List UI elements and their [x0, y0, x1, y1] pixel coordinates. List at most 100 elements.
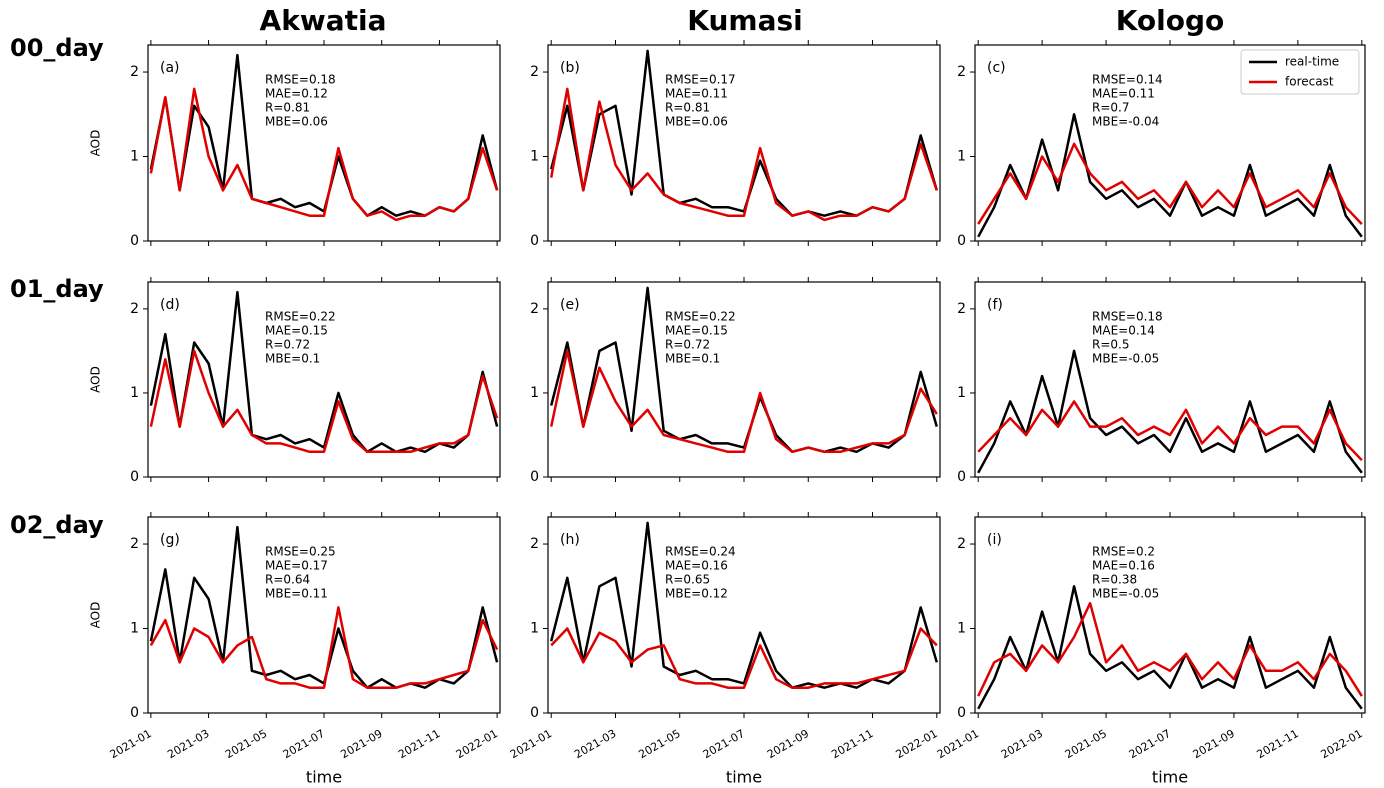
- axes-frame: [974, 281, 1366, 478]
- panel-label: (a): [160, 60, 180, 76]
- stat-annotation: RMSE=0.2: [1092, 545, 1155, 559]
- y-tick-label: 0: [130, 469, 139, 485]
- stat-annotation: MAE=0.17: [265, 559, 328, 573]
- x-tick-label: 2021-05: [1063, 727, 1109, 761]
- stat-annotation: MBE=0.1: [665, 352, 720, 366]
- stat-annotation: R=0.81: [265, 101, 310, 115]
- column-title: Akwatia: [260, 4, 387, 37]
- series-line: [550, 627, 938, 689]
- y-tick-label: 2: [530, 536, 539, 552]
- series-line: [977, 349, 1363, 474]
- panel-label: (c): [987, 60, 1006, 76]
- stat-annotation: MAE=0.11: [1092, 87, 1155, 101]
- y-tick-label: 1: [957, 385, 966, 401]
- stat-annotation: RMSE=0.17: [665, 73, 736, 87]
- stat-annotation: RMSE=0.25: [265, 545, 336, 559]
- x-tick-label: 2021-07: [701, 727, 747, 761]
- x-tick-label: 2022-01: [893, 727, 939, 761]
- y-axis-label: AOD: [89, 602, 103, 629]
- series-line: [549, 521, 938, 689]
- series-line: [977, 585, 1363, 710]
- stat-annotation: RMSE=0.24: [665, 545, 736, 559]
- stat-annotation: RMSE=0.14: [1092, 73, 1163, 87]
- series-line: [977, 142, 1363, 225]
- stat-annotation: MBE=0.1: [265, 352, 320, 366]
- y-tick-label: 2: [957, 536, 966, 552]
- x-tick-label: 2021-09: [338, 727, 384, 761]
- series-line: [149, 606, 499, 689]
- stat-annotation: RMSE=0.22: [265, 310, 336, 324]
- y-tick-label: 0: [530, 705, 539, 721]
- stat-annotation: R=0.38: [1092, 573, 1137, 587]
- y-tick-label: 2: [957, 301, 966, 317]
- x-tick-label: 2021-11: [1255, 727, 1301, 761]
- x-tick-label: 2021-11: [396, 727, 442, 761]
- y-tick-label: 1: [130, 385, 139, 401]
- stat-annotation: MAE=0.16: [1092, 559, 1155, 573]
- panel-label: (f): [987, 297, 1003, 313]
- y-tick-label: 2: [530, 64, 539, 80]
- x-tick-label: 2021-09: [765, 727, 811, 761]
- series-line: [549, 286, 938, 454]
- series-line: [549, 349, 938, 454]
- axes-frame: [974, 516, 1366, 714]
- x-tick-label: 2021-01: [508, 727, 554, 761]
- y-tick-label: 0: [130, 233, 139, 249]
- y-tick-label: 1: [957, 621, 966, 637]
- stat-annotation: MAE=0.15: [665, 324, 728, 338]
- panel-label: (b): [560, 60, 580, 76]
- y-tick-label: 1: [530, 149, 539, 165]
- x-tick-label: 2022-01: [1318, 727, 1364, 761]
- stat-annotation: R=0.72: [665, 338, 710, 352]
- series-line: [977, 400, 1363, 462]
- stat-annotation: MBE=-0.05: [1092, 352, 1159, 366]
- y-tick-label: 0: [130, 705, 139, 721]
- x-axis-label: time: [306, 768, 342, 787]
- panel-label: (h): [560, 532, 580, 548]
- y-tick-label: 1: [130, 149, 139, 165]
- y-tick-label: 1: [530, 385, 539, 401]
- x-axis-label: time: [1152, 768, 1188, 787]
- y-tick-label: 1: [957, 149, 966, 165]
- stat-annotation: R=0.81: [665, 101, 710, 115]
- x-tick-label: 2021-03: [165, 727, 211, 761]
- panel-label: (i): [987, 532, 1002, 548]
- x-tick-label: 2021-05: [223, 727, 269, 761]
- x-tick-label: 2021-05: [636, 727, 682, 761]
- y-tick-label: 2: [957, 64, 966, 80]
- panel-label: (g): [160, 532, 180, 548]
- y-tick-label: 1: [130, 621, 139, 637]
- stat-annotation: MAE=0.14: [1092, 324, 1155, 338]
- row-label: 02_day: [10, 511, 104, 539]
- y-tick-label: 0: [957, 469, 966, 485]
- stat-annotation: R=0.65: [665, 573, 710, 587]
- y-tick-label: 2: [130, 64, 139, 80]
- stat-annotation: MBE=0.11: [265, 587, 328, 601]
- x-tick-label: 2021-07: [281, 727, 327, 761]
- x-tick-label: 2021-01: [935, 727, 981, 761]
- stat-annotation: R=0.72: [265, 338, 310, 352]
- series-line: [977, 113, 1363, 238]
- x-tick-label: 2021-09: [1191, 727, 1237, 761]
- x-tick-label: 2021-11: [829, 727, 875, 761]
- stat-annotation: MBE=-0.04: [1092, 115, 1159, 129]
- legend-label: real-time: [1285, 55, 1339, 69]
- stat-annotation: MBE=-0.05: [1092, 587, 1159, 601]
- column-title: Kumasi: [687, 4, 802, 37]
- stat-annotation: MAE=0.16: [665, 559, 728, 573]
- legend-label: forecast: [1285, 75, 1334, 89]
- y-tick-label: 0: [957, 233, 966, 249]
- y-axis-label: AOD: [89, 130, 103, 157]
- y-tick-label: 1: [530, 621, 539, 637]
- stat-annotation: MBE=0.06: [265, 115, 328, 129]
- series-line: [977, 601, 1363, 697]
- y-tick-label: 0: [530, 469, 539, 485]
- panel-label: (d): [160, 297, 180, 313]
- stat-annotation: MAE=0.15: [265, 324, 328, 338]
- stat-annotation: RMSE=0.22: [665, 310, 736, 324]
- series-line: [549, 87, 938, 222]
- x-tick-label: 2021-07: [1127, 727, 1173, 761]
- column-title: Kologo: [1116, 4, 1225, 37]
- series-line: [149, 87, 499, 222]
